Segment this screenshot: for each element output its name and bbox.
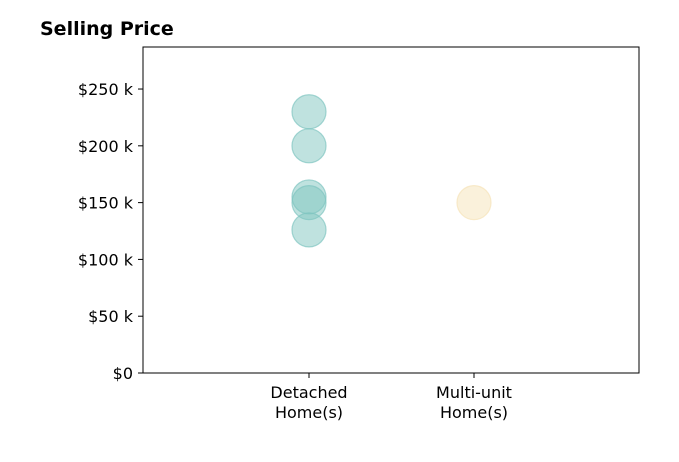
data-point [291, 128, 327, 164]
chart-title: Selling Price [40, 18, 174, 40]
y-tick-label: $250 k [78, 80, 134, 99]
y-tick-label: $150 k [78, 194, 134, 213]
x-category-label-line: Home(s) [275, 403, 343, 422]
data-point [291, 94, 327, 130]
x-category-label: Detached Home(s) [270, 383, 347, 422]
x-category-label: Multi-unit Home(s) [436, 383, 512, 422]
y-tick-label: $100 k [78, 250, 134, 269]
y-tick-label: $50 k [88, 307, 134, 326]
x-category-label-line: Detached [270, 383, 347, 402]
y-tick-label: $0 [113, 364, 133, 383]
data-point [456, 185, 492, 221]
y-tick-label: $200 k [78, 137, 134, 156]
plot-frame [142, 46, 640, 374]
x-category-label-line: Multi-unit [436, 383, 512, 402]
data-point [291, 212, 327, 248]
x-category-label-line: Home(s) [440, 403, 508, 422]
